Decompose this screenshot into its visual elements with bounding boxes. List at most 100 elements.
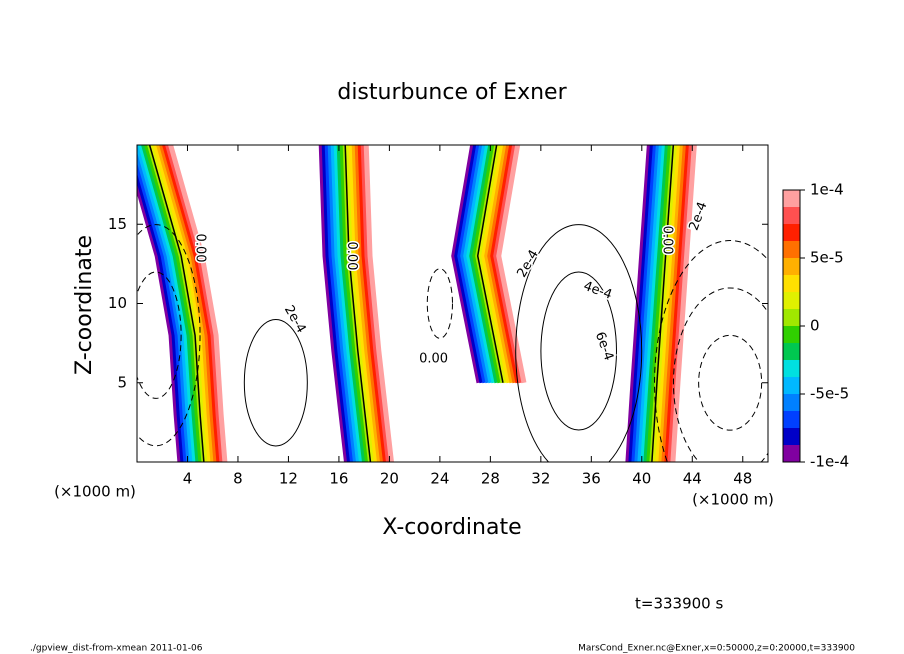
x-tick-label: 20 bbox=[380, 470, 399, 488]
color-band bbox=[339, 145, 370, 462]
x-tick-label: 16 bbox=[329, 470, 348, 488]
color-band bbox=[333, 145, 364, 462]
color-band bbox=[345, 145, 376, 462]
contour-label: 2e-4 bbox=[281, 303, 309, 336]
color-band bbox=[628, 145, 655, 462]
color-band bbox=[156, 145, 216, 462]
x-tick-label: 44 bbox=[683, 470, 702, 488]
color-band bbox=[137, 165, 186, 462]
y-tick-label: 5 bbox=[117, 373, 127, 391]
colorbar-swatch bbox=[783, 411, 800, 428]
contour-line bbox=[476, 145, 504, 383]
color-band bbox=[664, 145, 691, 462]
colorbar-swatch bbox=[783, 360, 800, 377]
color-band bbox=[137, 175, 183, 462]
color-band bbox=[460, 145, 491, 384]
x-axis-label: X-coordinate bbox=[382, 515, 521, 540]
x-unit-label: (×1000 m) bbox=[692, 491, 774, 509]
color-band bbox=[324, 145, 355, 462]
x-tick-label: 40 bbox=[632, 470, 651, 488]
color-band bbox=[496, 145, 527, 384]
x-tick-label: 32 bbox=[531, 470, 550, 488]
color-band bbox=[138, 145, 198, 462]
color-band bbox=[137, 145, 195, 462]
color-band bbox=[481, 145, 512, 384]
x-tick-label: 48 bbox=[733, 470, 752, 488]
color-band bbox=[634, 145, 661, 462]
contour-label: 0.00 bbox=[660, 226, 675, 255]
contour-line bbox=[515, 224, 643, 462]
color-band bbox=[159, 145, 219, 462]
colorbar-tick-label: 5e-5 bbox=[810, 249, 844, 267]
color-band bbox=[472, 145, 503, 384]
colorbar-tick-label: -5e-5 bbox=[810, 385, 849, 403]
color-band bbox=[667, 145, 694, 462]
contour-line bbox=[137, 224, 201, 447]
color-band bbox=[321, 145, 352, 462]
contour-line bbox=[540, 271, 618, 431]
color-band bbox=[144, 145, 204, 462]
color-band bbox=[318, 145, 349, 462]
x-tick-label: 4 bbox=[183, 470, 193, 488]
contour-label: 2e-4 bbox=[514, 247, 542, 280]
footer-right: MarsCond_Exner.nc@Exner,x=0:50000,z=0:20… bbox=[578, 644, 855, 654]
color-band bbox=[330, 145, 361, 462]
color-band bbox=[327, 145, 358, 462]
colorbar-swatch bbox=[783, 377, 800, 394]
color-band bbox=[493, 145, 524, 384]
colorbar-swatch bbox=[783, 445, 800, 462]
contour-line bbox=[654, 240, 768, 462]
color-band bbox=[137, 145, 192, 462]
color-band bbox=[646, 145, 673, 462]
color-band bbox=[162, 145, 222, 462]
colorbar-swatch bbox=[783, 258, 800, 275]
contour-label: 0.00 bbox=[344, 241, 359, 270]
x-unit-label: (×1000 m) bbox=[54, 483, 136, 501]
x-tick-label: 24 bbox=[430, 470, 449, 488]
y-tick-label: 10 bbox=[108, 294, 127, 312]
contour-line bbox=[137, 271, 182, 399]
contour-line bbox=[243, 319, 308, 447]
color-band bbox=[137, 154, 189, 462]
contour-label: 0.00 bbox=[193, 234, 208, 263]
x-tick-label: 12 bbox=[279, 470, 298, 488]
contour-line bbox=[148, 145, 205, 462]
color-band bbox=[351, 145, 382, 462]
contour-label: 6e-4 bbox=[592, 330, 616, 363]
color-band bbox=[141, 145, 201, 462]
colorbar-swatch bbox=[783, 309, 800, 326]
color-band bbox=[357, 145, 388, 462]
color-band bbox=[670, 145, 697, 462]
color-band bbox=[484, 145, 515, 384]
color-band bbox=[168, 145, 228, 462]
contour-line bbox=[698, 334, 763, 431]
color-band bbox=[463, 145, 494, 384]
color-band bbox=[457, 145, 488, 384]
contour-line bbox=[672, 287, 768, 462]
colorbar-swatch bbox=[783, 394, 800, 411]
x-tick-label: 28 bbox=[481, 470, 500, 488]
color-band bbox=[490, 145, 521, 384]
colorbar-tick-label: -1e-4 bbox=[810, 453, 849, 471]
colorbar-swatch bbox=[783, 326, 800, 343]
colorbar-swatch bbox=[783, 292, 800, 309]
colorbar-swatch bbox=[783, 207, 800, 224]
color-band bbox=[451, 145, 482, 384]
color-band bbox=[658, 145, 685, 462]
x-tick-label: 8 bbox=[233, 470, 243, 488]
colorbar-tick-label: 0 bbox=[810, 317, 820, 335]
colorbar-swatch bbox=[783, 241, 800, 258]
color-band bbox=[153, 145, 213, 462]
chart-title: disturbunce of Exner bbox=[337, 80, 567, 105]
color-band bbox=[354, 145, 385, 462]
colorbar-tick-label: 1e-4 bbox=[810, 181, 844, 199]
color-band bbox=[661, 145, 688, 462]
color-band bbox=[487, 145, 518, 384]
colorbar-swatch bbox=[783, 190, 800, 207]
color-band bbox=[150, 145, 210, 462]
colorbar-swatch bbox=[783, 224, 800, 241]
color-band bbox=[165, 145, 225, 462]
color-band bbox=[363, 145, 394, 462]
